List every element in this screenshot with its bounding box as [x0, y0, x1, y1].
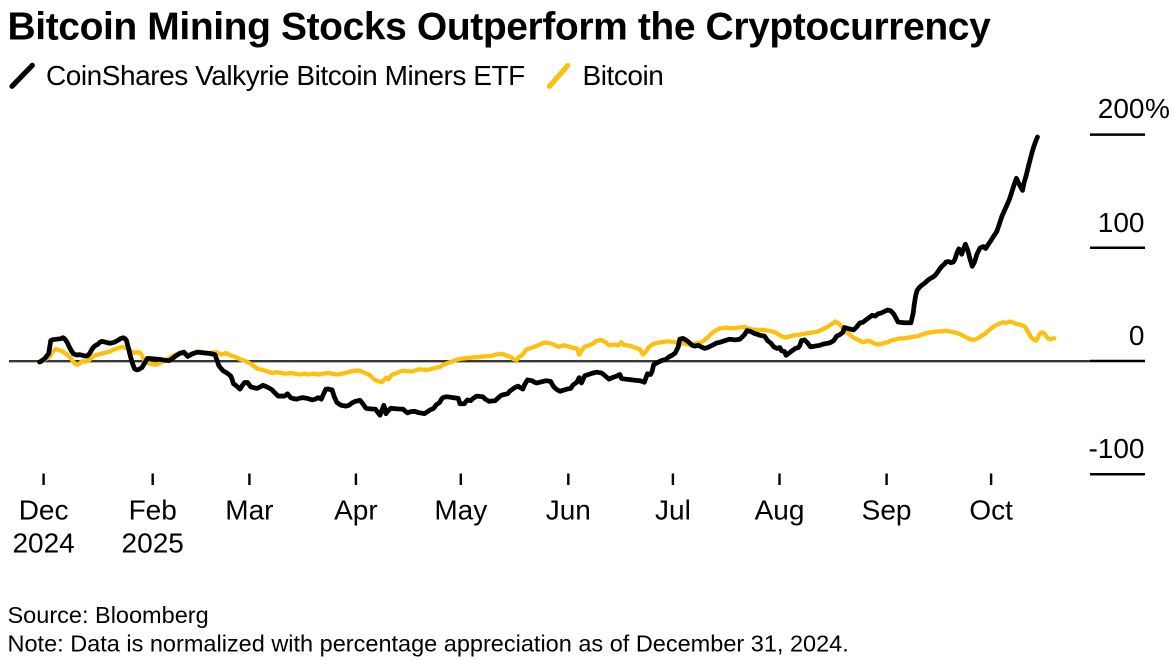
svg-text:%: %	[1145, 93, 1170, 124]
svg-text:Mar: Mar	[225, 494, 273, 525]
svg-text:0: 0	[1129, 320, 1145, 351]
svg-text:2024: 2024	[12, 528, 74, 559]
svg-text:Note: Data is normalized with: Note: Data is normalized with percentage…	[8, 630, 849, 656]
svg-text:100: 100	[1098, 207, 1145, 238]
svg-text:Oct: Oct	[969, 494, 1013, 525]
svg-text:Aug: Aug	[755, 494, 805, 525]
svg-text:Feb: Feb	[129, 494, 177, 525]
svg-text:Sep: Sep	[862, 494, 912, 525]
svg-text:200: 200	[1098, 93, 1145, 124]
svg-text:Bitcoin Mining Stocks Outperfo: Bitcoin Mining Stocks Outperform the Cry…	[8, 5, 992, 48]
svg-text:2025: 2025	[122, 528, 184, 559]
svg-text:Bitcoin: Bitcoin	[583, 60, 664, 91]
svg-text:-100: -100	[1088, 433, 1144, 464]
svg-text:Jun: Jun	[546, 494, 591, 525]
svg-text:CoinShares Valkyrie Bitcoin Mi: CoinShares Valkyrie Bitcoin Miners ETF	[46, 60, 525, 91]
svg-text:Dec: Dec	[19, 494, 69, 525]
svg-text:Jul: Jul	[655, 494, 691, 525]
svg-text:Source: Bloomberg: Source: Bloomberg	[8, 602, 209, 628]
svg-text:Apr: Apr	[334, 494, 378, 525]
svg-text:May: May	[434, 494, 487, 525]
